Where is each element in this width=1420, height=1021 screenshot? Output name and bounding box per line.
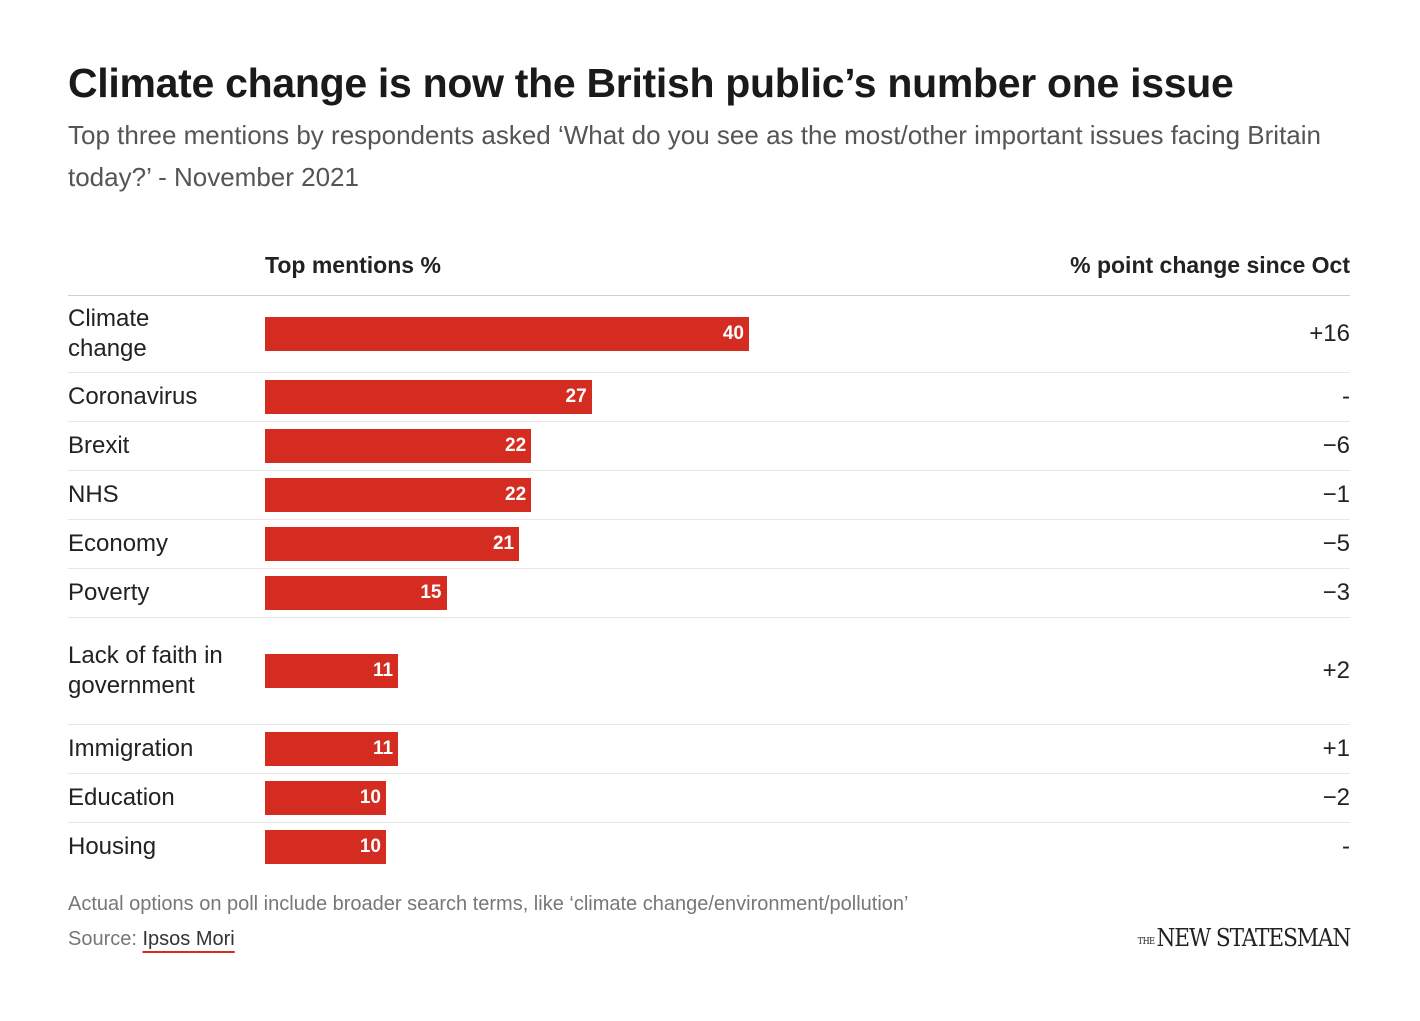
bar-value-label: 10 xyxy=(359,836,381,857)
column-header-top-mentions: Top mentions % xyxy=(265,252,441,278)
bar: 22 xyxy=(265,429,532,463)
table-row: Economy 21 −5 xyxy=(68,520,1350,569)
bar-value-label: 21 xyxy=(492,533,515,554)
bar: 22 xyxy=(265,478,532,512)
change-value: +1 xyxy=(1322,735,1350,762)
bar-value-label: 22 xyxy=(505,435,527,456)
table-row: Housing 10 - xyxy=(68,823,1350,871)
change-value: −3 xyxy=(1322,579,1350,606)
table-row: Poverty 15 −3 xyxy=(68,569,1350,618)
bar: 11 xyxy=(265,654,399,688)
bar-value-label: 40 xyxy=(722,323,744,344)
new-statesman-logo: THENEW STATESMAN xyxy=(1137,924,1351,952)
change-value: - xyxy=(1342,383,1350,410)
category-label: Immigration xyxy=(68,735,194,762)
category-label: Brexit xyxy=(68,432,130,459)
change-value: −1 xyxy=(1322,481,1350,508)
bar-value-label: 22 xyxy=(505,484,527,505)
chart-subtitle: Top three mentions by respondents asked … xyxy=(68,120,1322,192)
change-value: +2 xyxy=(1322,657,1350,684)
bar-chart: Climate change 40 +16 Coronavirus 27 - Brexit 2… xyxy=(68,296,1350,871)
category-label: Coronavirus xyxy=(68,383,198,410)
bar-value-label: 11 xyxy=(373,660,394,681)
change-value: - xyxy=(1342,833,1350,860)
logo-wordmark: NEW STATESMAN xyxy=(1156,924,1351,952)
source-line: Source: Ipsos Mori xyxy=(68,928,235,951)
category-label: Education xyxy=(68,784,175,811)
bar-value-label: 10 xyxy=(359,787,381,808)
header-divider xyxy=(68,295,1350,296)
table-row: Climate change 40 +16 xyxy=(68,296,1350,373)
bar-value-label: 15 xyxy=(420,582,442,603)
table-row: Coronavirus 27 - xyxy=(68,373,1350,422)
change-value: +16 xyxy=(1309,320,1350,347)
bar: 11 xyxy=(265,732,399,766)
logo-the: THE xyxy=(1137,937,1155,947)
source-link[interactable]: Ipsos Mori xyxy=(142,928,235,950)
bar: 10 xyxy=(265,781,386,815)
category-label: Economy xyxy=(68,530,169,557)
table-row: NHS 22 −1 xyxy=(68,471,1350,520)
table-row: Brexit 22 −6 xyxy=(68,422,1350,471)
bar: 40 xyxy=(265,317,749,351)
bar-value-label: 27 xyxy=(565,386,587,407)
category-label: Lack of faith in government xyxy=(68,642,223,699)
change-value: −6 xyxy=(1322,432,1350,459)
change-value: −2 xyxy=(1322,784,1350,811)
bar: 10 xyxy=(265,830,386,864)
table-row: Immigration 11 +1 xyxy=(68,725,1350,774)
footnote: Actual options on poll include broader s… xyxy=(68,893,909,915)
column-header-change: % point change since Oct xyxy=(1070,252,1350,278)
chart-title: Climate change is now the British public… xyxy=(68,60,1234,106)
category-label: NHS xyxy=(68,481,119,508)
bar-value-label: 11 xyxy=(373,738,394,759)
table-row: Lack of faith in government 11 +2 xyxy=(68,618,1350,725)
bar: 21 xyxy=(265,527,520,561)
source-label: Source: xyxy=(68,928,143,950)
bar: 27 xyxy=(265,380,592,414)
category-label: Housing xyxy=(68,833,157,860)
change-value: −5 xyxy=(1322,530,1350,557)
bar: 15 xyxy=(265,576,447,610)
category-label: Climate change xyxy=(68,305,150,362)
category-label: Poverty xyxy=(68,579,150,606)
table-row: Education 10 −2 xyxy=(68,774,1350,823)
